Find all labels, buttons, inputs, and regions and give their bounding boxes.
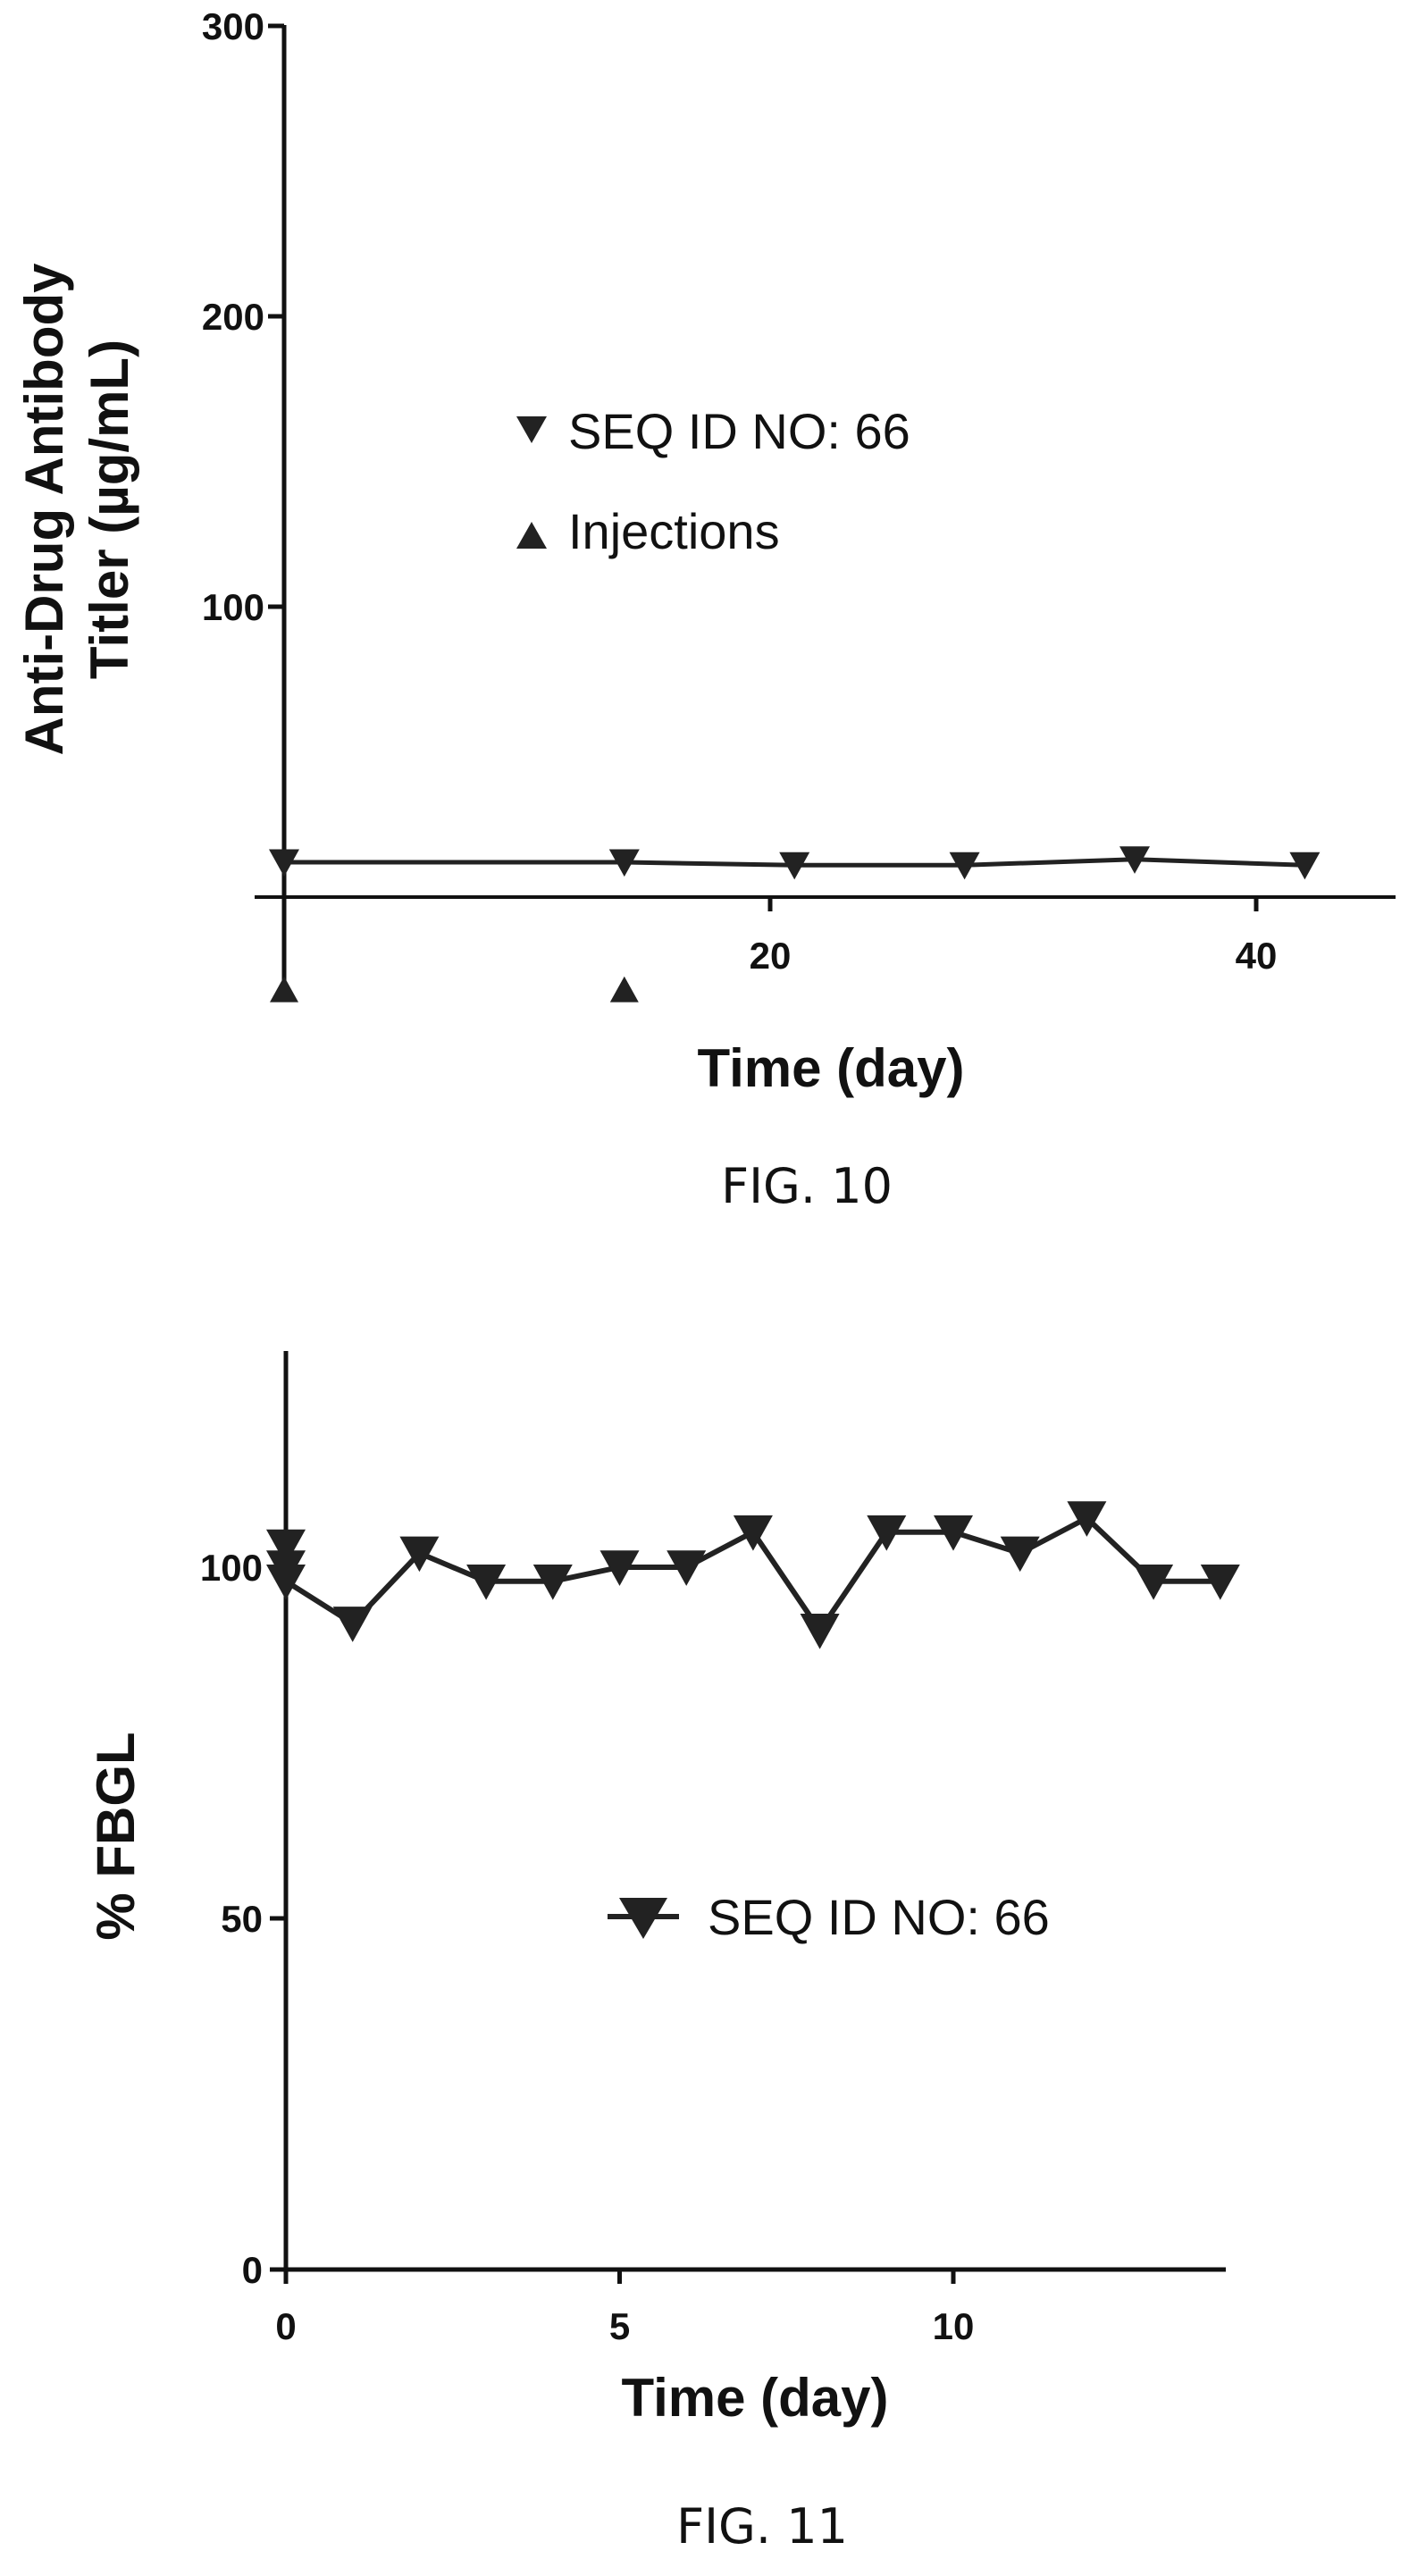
- data-point-seq-id: [269, 849, 299, 877]
- y-tick-label: 100: [202, 586, 264, 628]
- series-line-seq-id: [284, 857, 1305, 868]
- data-point-seq-id: [733, 1515, 773, 1551]
- figure-caption: FIG. 10: [721, 1158, 893, 1214]
- data-point-seq-id: [399, 1536, 440, 1573]
- figure-caption: FIG. 11: [676, 2498, 848, 2555]
- chart-fig-11: 0 50 100 0 5 10 % FBGL Time (day) SEQ ID NO:…: [86, 1351, 1240, 2555]
- data-point-seq-id: [1134, 1565, 1174, 1600]
- data-point-seq-id: [667, 1550, 707, 1586]
- y-axis-label: % FBGL: [86, 1732, 146, 1940]
- legend-marker-seq-id: [516, 416, 547, 443]
- y-tick-label: 0: [242, 2249, 263, 2291]
- data-point-seq-id: [934, 1515, 973, 1551]
- x-tick-label: 40: [1236, 935, 1278, 977]
- y-ticks: 100 200 300: [202, 5, 284, 628]
- data-point-seq-id: [867, 1515, 907, 1551]
- data-point-seq-id: [779, 852, 810, 880]
- x-tick-label: 5: [609, 2305, 630, 2347]
- y-tick-label: 300: [202, 5, 264, 47]
- y-axis-label-line1: Anti-Drug Antibody: [14, 263, 74, 756]
- data-point-seq-id: [1000, 1536, 1040, 1573]
- x-tick-label: 20: [750, 935, 792, 977]
- data-point-seq-id: [1119, 846, 1150, 874]
- y-axis-label-line2: Titler (µg/mL): [80, 340, 139, 679]
- data-point-seq-id: [800, 1614, 840, 1649]
- series-layer: [266, 1501, 1240, 1649]
- x-axis-label: Time (day): [622, 2368, 889, 2428]
- data-point-seq-id: [532, 1565, 573, 1600]
- legend: SEQ ID NO: 66 Injections: [516, 403, 910, 559]
- x-tick-label: 10: [933, 2305, 975, 2347]
- legend-label-seq-id: SEQ ID NO: 66: [568, 403, 910, 459]
- x-ticks: 0 5 10: [275, 2270, 974, 2347]
- data-point-seq-id: [600, 1550, 640, 1586]
- data-point-seq-id: [1200, 1565, 1240, 1600]
- series-layer: [269, 846, 1321, 1003]
- y-tick-label: 200: [202, 296, 264, 338]
- data-point-seq-id: [949, 852, 980, 880]
- data-point-injection: [609, 976, 639, 1003]
- legend-label-injections: Injections: [568, 503, 780, 559]
- legend-marker-injections: [516, 522, 547, 549]
- data-point-seq-id: [466, 1565, 507, 1600]
- legend-marker-seq-id: [619, 1898, 667, 1939]
- data-point-seq-id: [608, 849, 640, 877]
- x-axis-label: Time (day): [698, 1038, 965, 1098]
- data-point-seq-id: [266, 1529, 306, 1565]
- y-tick-label: 50: [221, 1898, 263, 1940]
- y-tick-label: 100: [200, 1547, 263, 1589]
- data-point-seq-id: [266, 1565, 306, 1600]
- y-ticks: 0 50 100: [200, 1547, 286, 2291]
- legend: SEQ ID NO: 66: [608, 1889, 1050, 1945]
- data-point-seq-id: [1067, 1501, 1107, 1537]
- legend-label-seq-id: SEQ ID NO: 66: [708, 1889, 1050, 1945]
- x-tick-label: 0: [275, 2305, 296, 2347]
- x-ticks: 20 40: [750, 897, 1278, 977]
- data-point-injection: [270, 976, 298, 1003]
- data-point-seq-id: [332, 1607, 373, 1642]
- data-point-seq-id: [1289, 852, 1321, 880]
